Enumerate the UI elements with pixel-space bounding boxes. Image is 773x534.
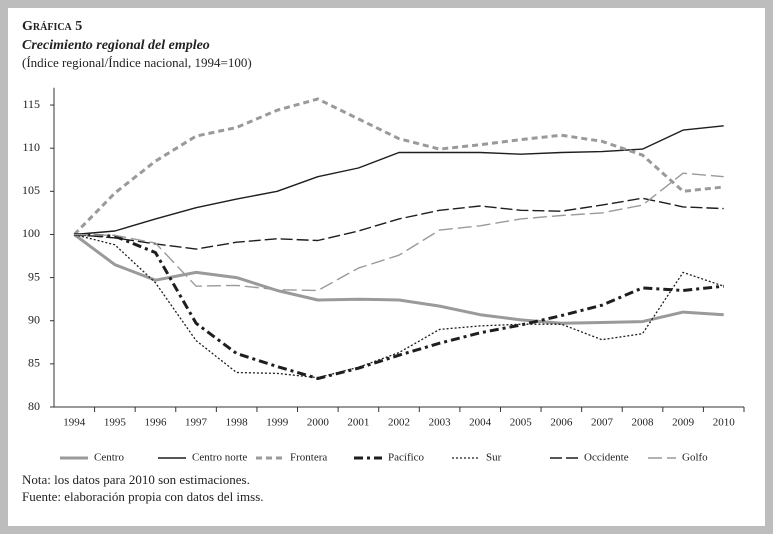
x-tick-label: 2009 (672, 417, 695, 429)
legend-label: Sur (486, 452, 502, 464)
source: Fuente: elaboración propia con datos del… (22, 489, 264, 504)
x-tick-label: 2008 (632, 417, 655, 429)
x-tick-label: 2007 (591, 417, 614, 429)
chart-description: (Índice regional/Índice nacional, 1994=1… (22, 55, 252, 70)
x-tick-label: 1998 (226, 417, 249, 429)
x-tick-label: 2010 (713, 417, 736, 429)
series-line (74, 233, 724, 379)
legend-label: Golfo (682, 452, 708, 464)
legend-label: Occidente (584, 452, 629, 464)
series-line (74, 233, 724, 380)
series-line (73, 233, 724, 325)
x-tick-label: 1994 (63, 417, 86, 429)
y-tick-label: 115 (22, 97, 40, 111)
x-tick-label: 2006 (550, 417, 573, 429)
chart-title: Gráfica 5 (22, 19, 82, 34)
chart-subtitle: Crecimiento regional del empleo (22, 38, 210, 53)
x-tick-label: 1996 (144, 417, 167, 429)
y-tick-label: 90 (28, 312, 40, 326)
series-line (74, 125, 724, 236)
y-tick-label: 105 (22, 183, 40, 197)
x-tick-label: 2003 (429, 417, 452, 429)
y-tick-label: 80 (28, 399, 40, 413)
legend-label: Frontera (290, 452, 327, 464)
x-tick-label: 2004 (469, 417, 492, 429)
series-line (74, 172, 724, 292)
x-tick-label: 2005 (510, 417, 533, 429)
x-tick-label: 1995 (104, 417, 127, 429)
x-tick-label: 1999 (266, 417, 289, 429)
x-tick-label: 2000 (307, 417, 330, 429)
legend-label: Centro norte (192, 452, 247, 464)
y-tick-label: 95 (28, 269, 40, 283)
y-tick-label: 100 (22, 226, 40, 240)
y-tick-label: 85 (28, 356, 40, 370)
series-line (74, 197, 724, 250)
y-tick-label: 110 (22, 140, 40, 154)
x-tick-label: 2002 (388, 417, 410, 429)
note: Nota: los datos para 2010 son estimacion… (22, 472, 250, 487)
series-line (73, 97, 724, 236)
x-tick-label: 2001 (347, 417, 369, 429)
legend-label: Centro (94, 452, 124, 464)
legend-label: Pacífico (388, 452, 425, 464)
x-tick-label: 1997 (185, 417, 208, 429)
